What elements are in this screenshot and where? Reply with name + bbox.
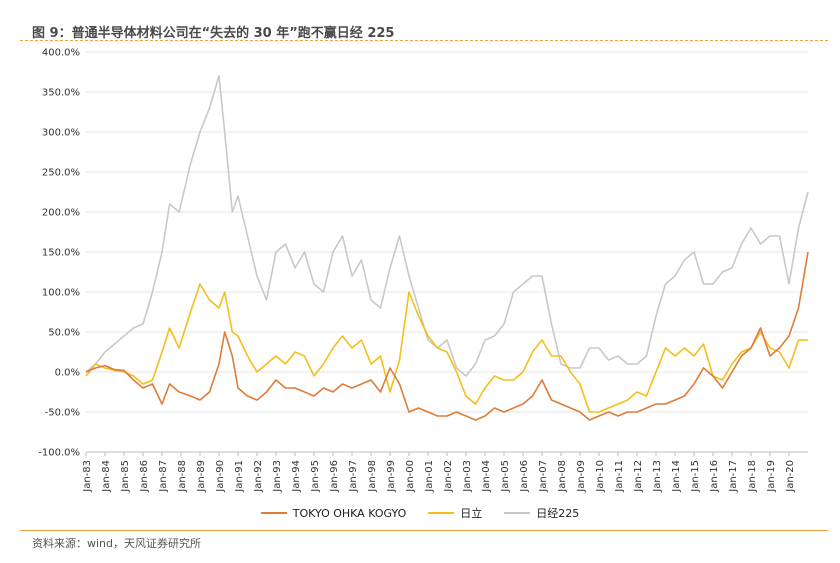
- x-tick-label: Jan-96: [329, 460, 340, 493]
- legend-swatch-nikkei225: [504, 512, 531, 514]
- x-tick-label: Jan-20: [785, 460, 796, 493]
- x-tick-label: Jan-92: [253, 460, 264, 493]
- x-tick-label: Jan-02: [443, 460, 454, 493]
- x-tick-label: Jan-12: [633, 460, 644, 493]
- series-lines: [85, 75, 809, 421]
- footer-divider: [20, 530, 828, 531]
- x-tick-label: Jan-00: [405, 460, 416, 493]
- x-tick-label: Jan-08: [557, 460, 568, 493]
- legend-swatch-tokyo-ohka: [260, 512, 287, 514]
- x-tick-label: Jan-88: [177, 460, 188, 493]
- x-tick-label: Jan-19: [766, 460, 777, 493]
- legend-label-hitachi: 日立: [460, 507, 483, 520]
- x-tick-label: Jan-91: [234, 460, 245, 493]
- x-tick-label: Jan-94: [291, 460, 302, 493]
- x-tick-label: Jan-01: [424, 460, 435, 493]
- x-tick-label: Jan-03: [462, 460, 473, 493]
- legend-label-tokyo-ohka: TOKYO OHKA KOGYO: [292, 506, 407, 520]
- line-chart: -100.0% -50.0% 0.0% 50.0% 100.0% 150.0% 200.0%…: [38, 48, 809, 493]
- x-tick-label: Jan-90: [215, 460, 226, 493]
- legend-item-tokyo-ohka: TOKYO OHKA KOGYO: [260, 505, 407, 521]
- legend-item-nikkei225: 日经225: [504, 505, 579, 521]
- x-tick-label: Jan-89: [196, 460, 207, 493]
- x-tick-label: Jan-16: [709, 460, 720, 493]
- x-tick-label: Jan-06: [519, 460, 530, 493]
- legend: TOKYO OHKA KOGYO 日立 日经225: [0, 505, 840, 521]
- y-tick-label: 150.0%: [42, 248, 80, 259]
- x-tick-label: Jan-84: [101, 460, 112, 493]
- x-tick-label: Jan-95: [310, 460, 321, 493]
- x-tick-label: Jan-98: [367, 460, 378, 493]
- x-tick-label: Jan-93: [272, 460, 283, 493]
- y-tick-label: 200.0%: [42, 208, 80, 219]
- x-tick-label: Jan-11: [614, 460, 625, 493]
- series-line-0: [85, 251, 809, 421]
- y-tick-label: 0.0%: [55, 368, 80, 379]
- x-tick-label: Jan-10: [595, 460, 606, 493]
- y-tick-label: -50.0%: [45, 408, 80, 419]
- legend-label-nikkei225: 日经225: [536, 507, 580, 520]
- legend-swatch-hitachi: [428, 512, 455, 514]
- x-tick-label: Jan-04: [481, 460, 492, 493]
- series-line-2: [85, 75, 809, 377]
- title-divider: [20, 40, 828, 41]
- x-tick-label: Jan-83: [82, 460, 93, 493]
- grid-lines: [86, 51, 808, 453]
- y-tick-label: -100.0%: [38, 448, 80, 459]
- x-tick-label: Jan-87: [158, 460, 169, 493]
- y-tick-label: 400.0%: [42, 48, 80, 59]
- x-tick-label: Jan-18: [747, 460, 758, 493]
- x-tick-label: Jan-14: [671, 460, 682, 493]
- y-tick-label: 350.0%: [42, 88, 80, 99]
- x-tick-label: Jan-97: [348, 460, 359, 493]
- x-tick-label: Jan-17: [728, 460, 739, 493]
- x-tick-label: Jan-85: [120, 460, 131, 493]
- y-tick-label: 250.0%: [42, 168, 80, 179]
- chart-title: 图 9：普通半导体材料公司在“失去的 30 年”跑不赢日经 225: [32, 26, 395, 41]
- x-tick-label: Jan-13: [652, 460, 663, 493]
- x-tick-label: Jan-09: [576, 460, 587, 493]
- y-tick-label: 50.0%: [48, 328, 80, 339]
- x-axis-tick-labels: Jan-83 Jan-84 Jan-85 Jan-86 Jan-87 Jan-88 Jan-…: [82, 452, 796, 493]
- x-tick-label: Jan-07: [538, 460, 549, 493]
- x-tick-label: Jan-99: [386, 460, 397, 493]
- y-axis-tick-labels: -100.0% -50.0% 0.0% 50.0% 100.0% 150.0% 200.0%…: [38, 48, 80, 459]
- x-tick-label: Jan-05: [500, 460, 511, 493]
- y-tick-label: 100.0%: [42, 288, 80, 299]
- legend-item-hitachi: 日立: [428, 505, 482, 521]
- x-tick-label: Jan-15: [690, 460, 701, 493]
- series-line-1: [85, 283, 808, 413]
- source-note: 资料来源：wind，天风证券研究所: [32, 537, 202, 550]
- y-tick-label: 300.0%: [42, 128, 80, 139]
- x-tick-label: Jan-86: [139, 460, 150, 493]
